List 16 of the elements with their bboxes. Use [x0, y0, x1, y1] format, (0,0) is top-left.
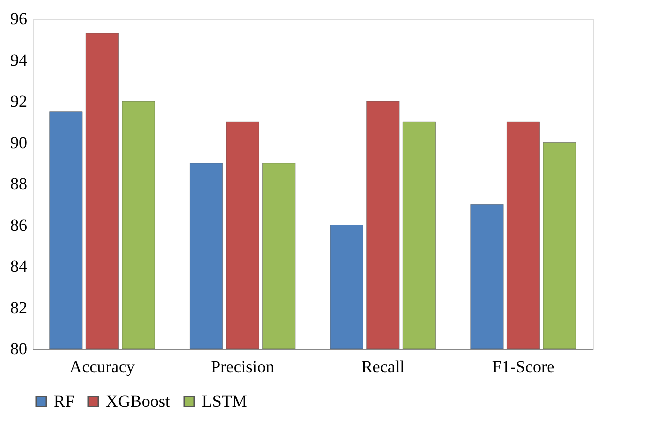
y-tick-label: 86 [10, 216, 28, 235]
legend-label: LSTM [202, 392, 248, 411]
y-tick-label: 94 [10, 50, 28, 70]
y-tick-label: 80 [10, 340, 28, 358]
y-tick-label: 82 [10, 298, 28, 318]
legend-label: XGBoost [106, 392, 171, 411]
x-tick-label: Accuracy [70, 358, 136, 376]
y-tick-label: 90 [10, 133, 28, 152]
y-tick-label: 96 [10, 10, 28, 28]
x-tick-label: Precision [211, 358, 275, 376]
y-tick-label: 84 [10, 257, 28, 276]
y-tick-label: 88 [10, 174, 28, 194]
legend-label: RF [54, 392, 75, 411]
x-tick-label: F1-Score [492, 358, 555, 376]
y-tick-label: 92 [10, 92, 28, 111]
x-tick-label: Recall [361, 358, 406, 376]
